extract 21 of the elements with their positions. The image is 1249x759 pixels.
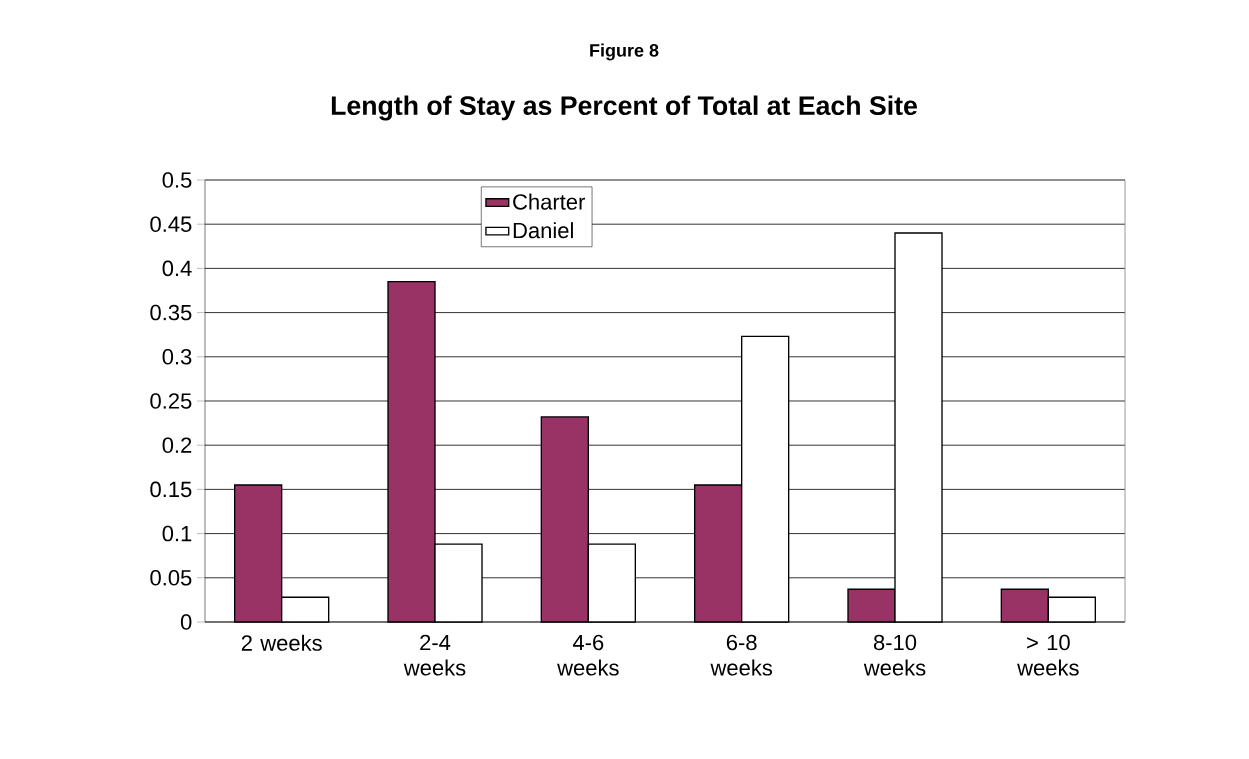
x-tick-label: 2 weeks: [241, 634, 322, 651]
legend-label: Daniel: [513, 222, 573, 239]
x-tick-label: 2-4 weeks: [403, 634, 466, 676]
y-tick-label: 0.45: [150, 216, 192, 232]
x-tick-label: > 10 weeks: [1017, 634, 1079, 676]
y-tick-label: 0.2: [162, 437, 192, 453]
y-tick-label: 0: [180, 614, 192, 630]
chart-subtitle: Length of Stay as Percent of Total at Each Site: [331, 95, 917, 121]
y-tick-label: 0.25: [150, 393, 192, 409]
y-tick-label: 0.35: [150, 304, 192, 321]
y-tick-label: 0.4: [162, 260, 192, 277]
legend-label: Charter: [513, 193, 586, 210]
chart-title: Figure 8: [590, 43, 659, 61]
y-tick-label: 0.15: [150, 481, 192, 498]
y-tick-label: 0.3: [162, 348, 192, 365]
x-tick-label: 8-10 weeks: [863, 634, 926, 676]
x-tick-label: 6-8 weeks: [710, 634, 773, 676]
y-tick-label: 0.05: [150, 569, 192, 586]
x-tick-label: 4-6 weeks: [557, 634, 619, 676]
y-tick-label: 0.1: [162, 525, 192, 542]
y-tick-label: 0.5: [162, 172, 192, 188]
